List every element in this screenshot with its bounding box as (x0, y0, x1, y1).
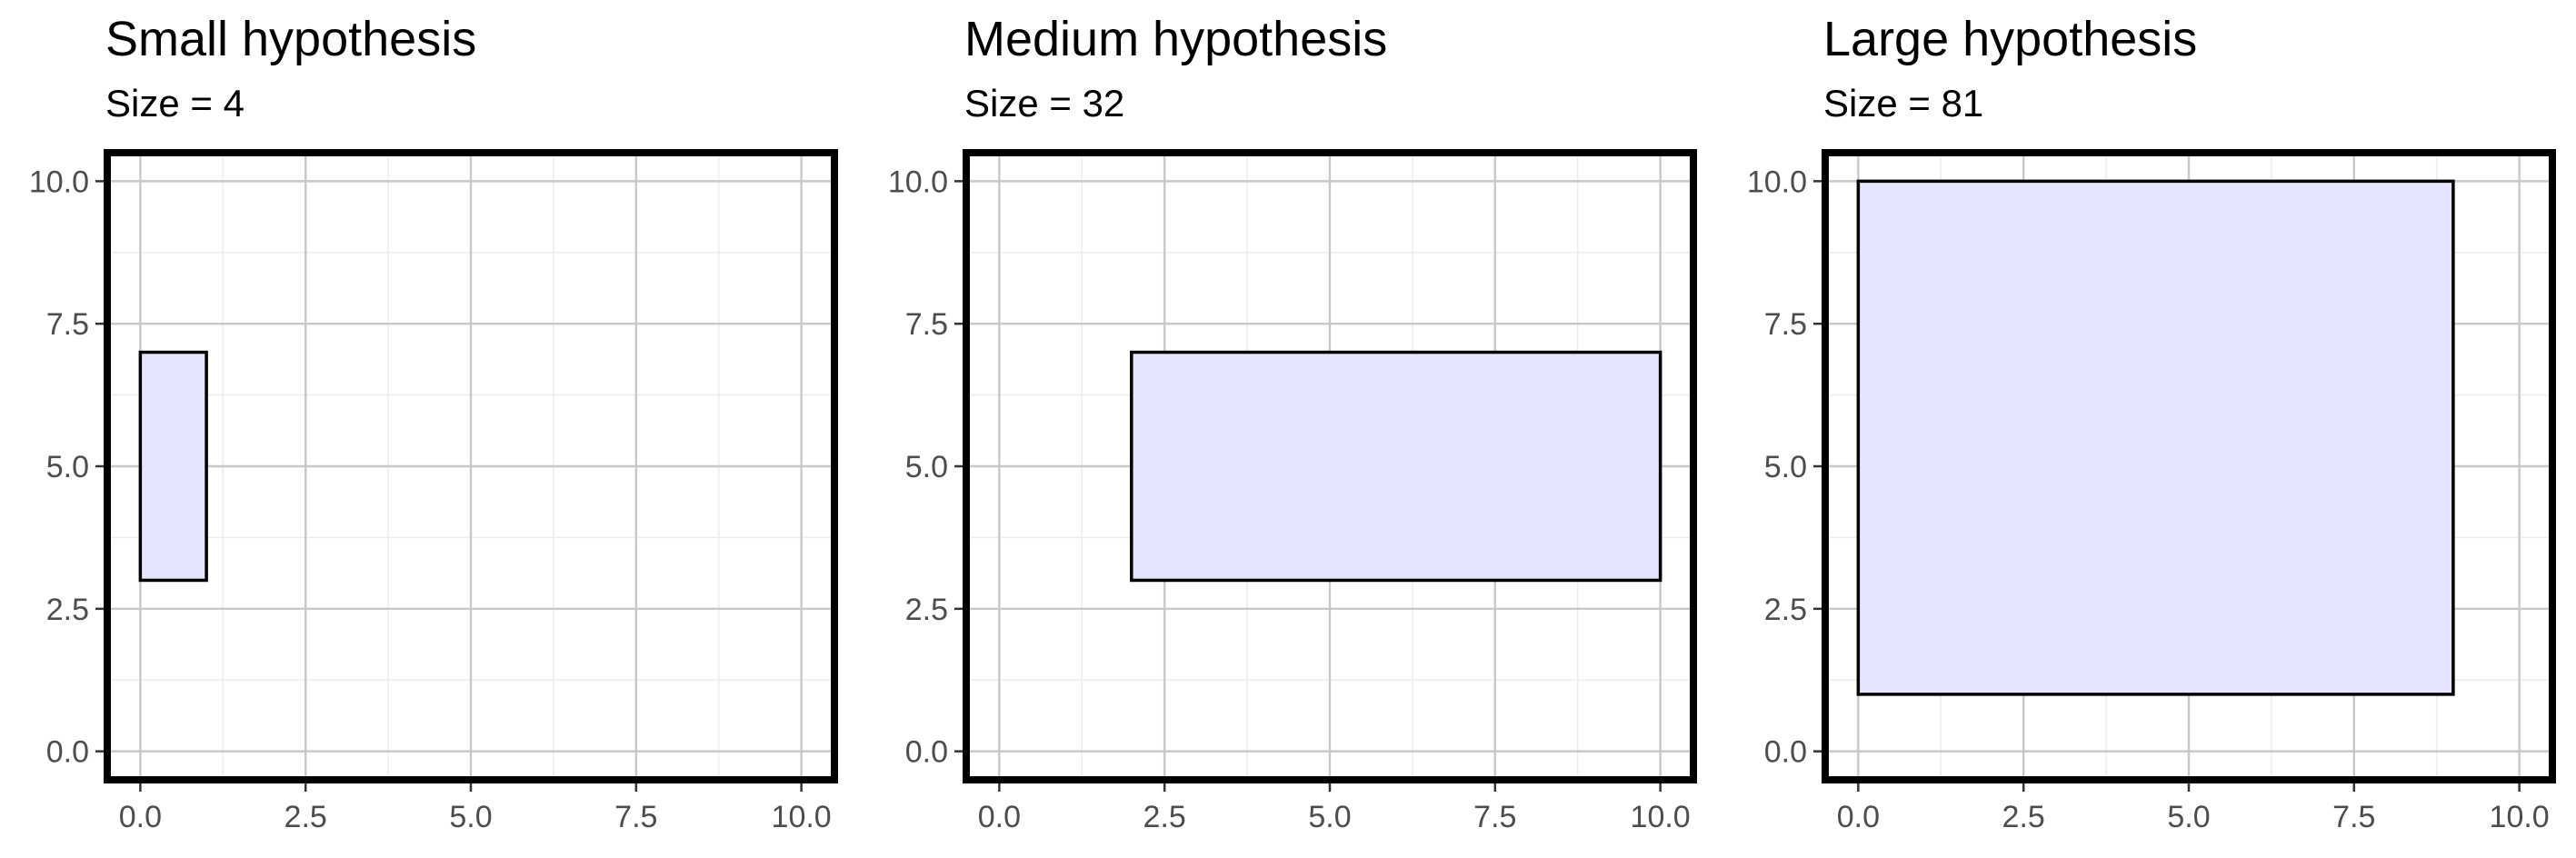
x-tick-label: 0.0 (978, 800, 1021, 834)
x-tick-label: 5.0 (1308, 800, 1351, 834)
panel-subtitle: Size = 32 (964, 82, 1125, 125)
x-tick-label: 10.0 (2490, 800, 2550, 834)
y-tick-label: 10.0 (29, 165, 89, 199)
y-tick-label: 5.0 (905, 450, 948, 484)
y-tick-label: 7.5 (46, 307, 89, 342)
y-tick-label: 0.0 (46, 735, 89, 770)
x-tick-label: 0.0 (1837, 800, 1880, 834)
y-tick-label: 2.5 (1764, 593, 1807, 627)
y-tick-label: 10.0 (1747, 165, 1807, 199)
x-tick-label: 10.0 (772, 800, 832, 834)
small-hypothesis-plot: 0.0 2.5 5.0 7.5 10.0 0.0 2.5 5.0 7.5 10.0 (29, 149, 838, 834)
x-tick-label: 5.0 (449, 800, 492, 834)
x-tick-label: 0.0 (119, 800, 162, 834)
panel-subtitle: Size = 4 (105, 82, 245, 125)
y-tick-label: 5.0 (46, 450, 89, 484)
x-tick-label: 10.0 (1631, 800, 1691, 834)
x-tick-label: 5.0 (2167, 800, 2210, 834)
medium-hypothesis-panel: Medium hypothesis Size = 32 0.0 2.5 5.0 7.5… (859, 0, 1717, 858)
y-tick-label: 7.5 (905, 307, 948, 342)
hypothesis-rectangle (138, 350, 208, 583)
medium-hypothesis-plot: 0.0 2.5 5.0 7.5 10.0 0.0 2.5 5.0 7.5 10.0 (888, 149, 1697, 834)
y-tick-label: 0.0 (905, 735, 948, 770)
x-tick-label: 7.5 (2332, 800, 2375, 834)
small-hypothesis-panel: Small hypothesis Size = 4 0.0 2.5 5.0 7.5 10… (0, 0, 858, 858)
large-hypothesis-panel: Large hypothesis Size = 81 0.0 2.5 5.0 7.5 1… (1718, 0, 2576, 858)
y-tick-label: 10.0 (888, 165, 948, 199)
y-tick-label: 0.0 (1764, 735, 1807, 770)
panel-subtitle: Size = 81 (1823, 82, 1984, 125)
large-hypothesis-plot: 0.0 2.5 5.0 7.5 10.0 0.0 2.5 5.0 7.5 10.0 (1747, 149, 2556, 834)
y-tick-label: 5.0 (1764, 450, 1807, 484)
panel-border (104, 149, 838, 783)
panel-title: Medium hypothesis (964, 12, 1388, 66)
hypothesis-rectangle (1130, 350, 1662, 583)
y-tick-label: 7.5 (1764, 307, 1807, 342)
x-tick-label: 7.5 (614, 800, 657, 834)
x-tick-label: 7.5 (1473, 800, 1516, 834)
x-tick-label: 2.5 (1143, 800, 1186, 834)
hypothesis-rectangle (1856, 179, 2455, 696)
y-tick-label: 2.5 (905, 593, 948, 627)
panel-title: Large hypothesis (1823, 12, 2198, 66)
panel-border (1822, 149, 2556, 783)
x-tick-label: 2.5 (285, 800, 327, 834)
panel-border (963, 149, 1697, 783)
y-tick-label: 2.5 (46, 593, 89, 627)
panel-title: Small hypothesis (105, 12, 477, 66)
x-tick-label: 2.5 (2002, 800, 2045, 834)
